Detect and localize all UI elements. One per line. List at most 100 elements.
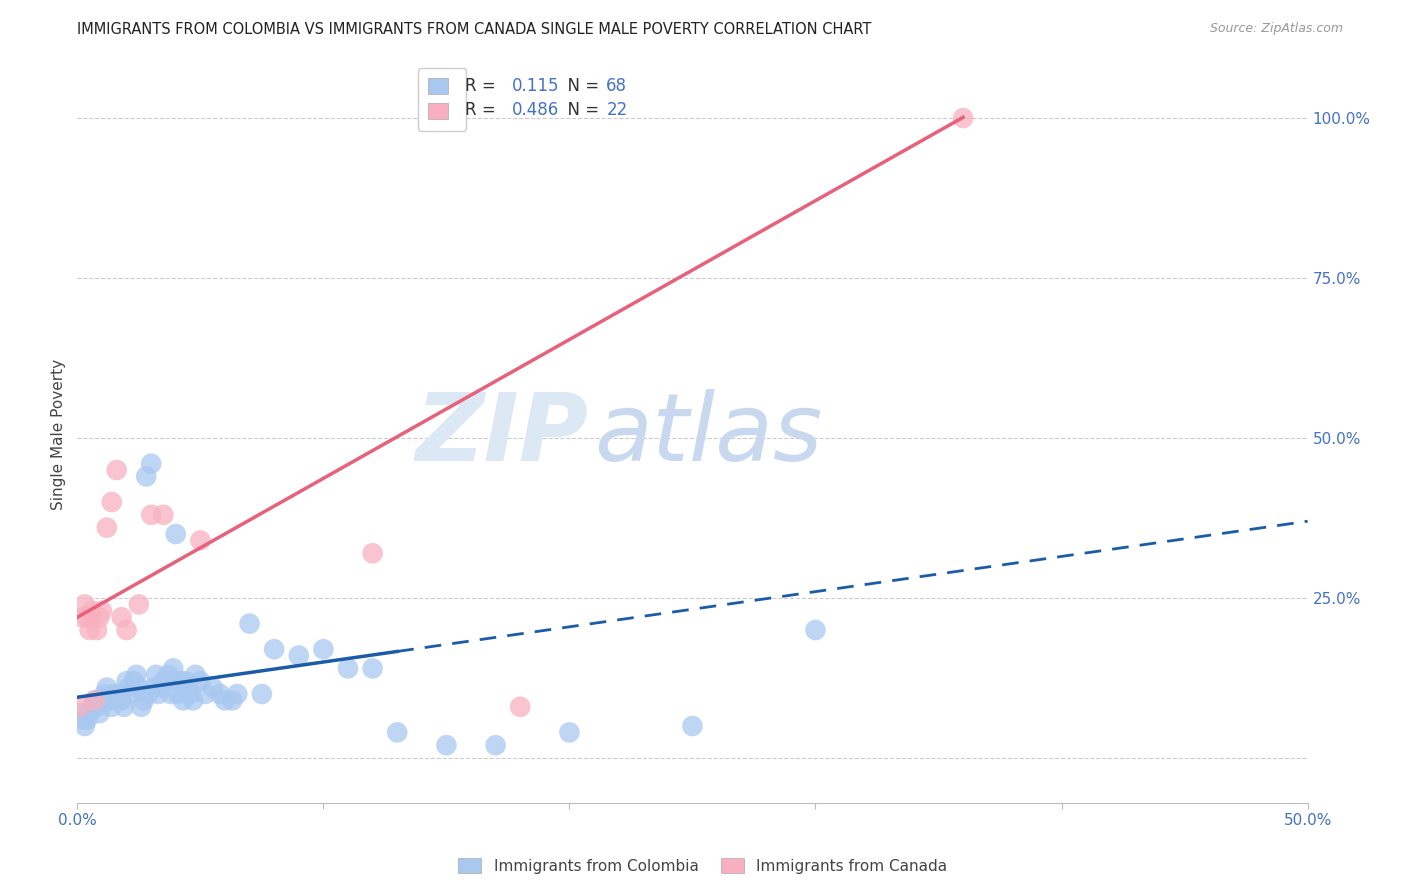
Text: 68: 68 (606, 77, 627, 95)
Point (682, 719, 704, 733)
Point (337, 661, 360, 675)
Point (172, 693, 194, 707)
Point (111, 610, 132, 624)
Point (112, 699, 135, 714)
Text: 0.486: 0.486 (512, 101, 558, 119)
Point (82, 699, 104, 714)
Point (250, 687, 273, 701)
Point (436, 738, 458, 752)
Point (128, 681, 150, 695)
Point (184, 668, 207, 682)
Point (96, 521, 118, 535)
Point (101, 495, 124, 509)
Point (108, 687, 131, 701)
Point (89, 706, 111, 721)
Point (167, 687, 190, 701)
Point (128, 598, 150, 612)
Point (145, 668, 167, 682)
Point (263, 642, 285, 657)
Point (160, 687, 183, 701)
Point (105, 463, 128, 477)
Point (96, 681, 118, 695)
Point (142, 681, 165, 695)
Point (73, 598, 96, 612)
Point (387, 725, 409, 739)
Legend: Immigrants from Colombia, Immigrants from Canada: Immigrants from Colombia, Immigrants fro… (453, 852, 953, 880)
Point (122, 674, 145, 689)
Point (141, 508, 163, 522)
Point (165, 527, 187, 541)
Point (82, 604, 104, 618)
Point (152, 674, 174, 689)
Point (190, 533, 212, 548)
Point (103, 687, 125, 701)
Point (131, 699, 153, 714)
Point (157, 668, 180, 682)
Point (89, 610, 111, 624)
Point (132, 693, 155, 707)
Point (98, 693, 121, 707)
Point (558, 725, 581, 739)
Legend: , : , (418, 68, 467, 130)
Point (101, 699, 124, 714)
Point (83, 693, 105, 707)
Point (90, 693, 114, 707)
Point (79, 706, 101, 721)
Point (141, 457, 163, 471)
Point (69, 699, 91, 714)
Text: IMMIGRANTS FROM COLOMBIA VS IMMIGRANTS FROM CANADA SINGLE MALE POVERTY CORRELATI: IMMIGRANTS FROM COLOMBIA VS IMMIGRANTS F… (77, 22, 872, 37)
Point (162, 661, 184, 675)
Point (180, 687, 202, 701)
Point (952, 111, 974, 125)
Point (361, 661, 384, 675)
Point (115, 623, 138, 637)
Point (115, 674, 138, 689)
Point (76, 610, 98, 624)
Point (509, 699, 531, 714)
Point (90, 604, 114, 618)
Point (111, 693, 132, 707)
Point (485, 738, 508, 752)
Point (194, 687, 217, 701)
Point (83, 693, 105, 707)
Y-axis label: Single Male Poverty: Single Male Poverty (51, 359, 66, 510)
Point (93, 687, 115, 701)
Point (138, 687, 160, 701)
Point (181, 693, 204, 707)
Point (170, 674, 193, 689)
Point (804, 623, 827, 637)
Point (69, 706, 91, 721)
Text: 0.115: 0.115 (512, 77, 560, 95)
Point (312, 642, 335, 657)
Point (79, 623, 101, 637)
Text: N =: N = (557, 101, 605, 119)
Point (152, 508, 174, 522)
Point (73, 719, 96, 733)
Text: Source: ZipAtlas.com: Source: ZipAtlas.com (1209, 22, 1343, 36)
Text: R =: R = (465, 77, 501, 95)
Point (118, 681, 141, 695)
Text: 22: 22 (606, 101, 627, 119)
Point (70, 610, 93, 624)
Point (174, 674, 197, 689)
Point (177, 681, 200, 695)
Point (148, 687, 170, 701)
Point (150, 681, 173, 695)
Point (214, 693, 236, 707)
Point (86, 699, 108, 714)
Text: atlas: atlas (595, 389, 823, 481)
Point (155, 674, 177, 689)
Point (86, 623, 108, 637)
Point (121, 687, 143, 701)
Text: R =: R = (465, 101, 501, 119)
Point (221, 693, 243, 707)
Point (105, 693, 128, 707)
Point (201, 681, 224, 695)
Point (239, 616, 262, 631)
Text: N =: N = (557, 77, 605, 95)
Point (209, 687, 232, 701)
Point (135, 469, 157, 483)
Point (70, 713, 93, 727)
Point (125, 668, 148, 682)
Point (288, 648, 311, 663)
